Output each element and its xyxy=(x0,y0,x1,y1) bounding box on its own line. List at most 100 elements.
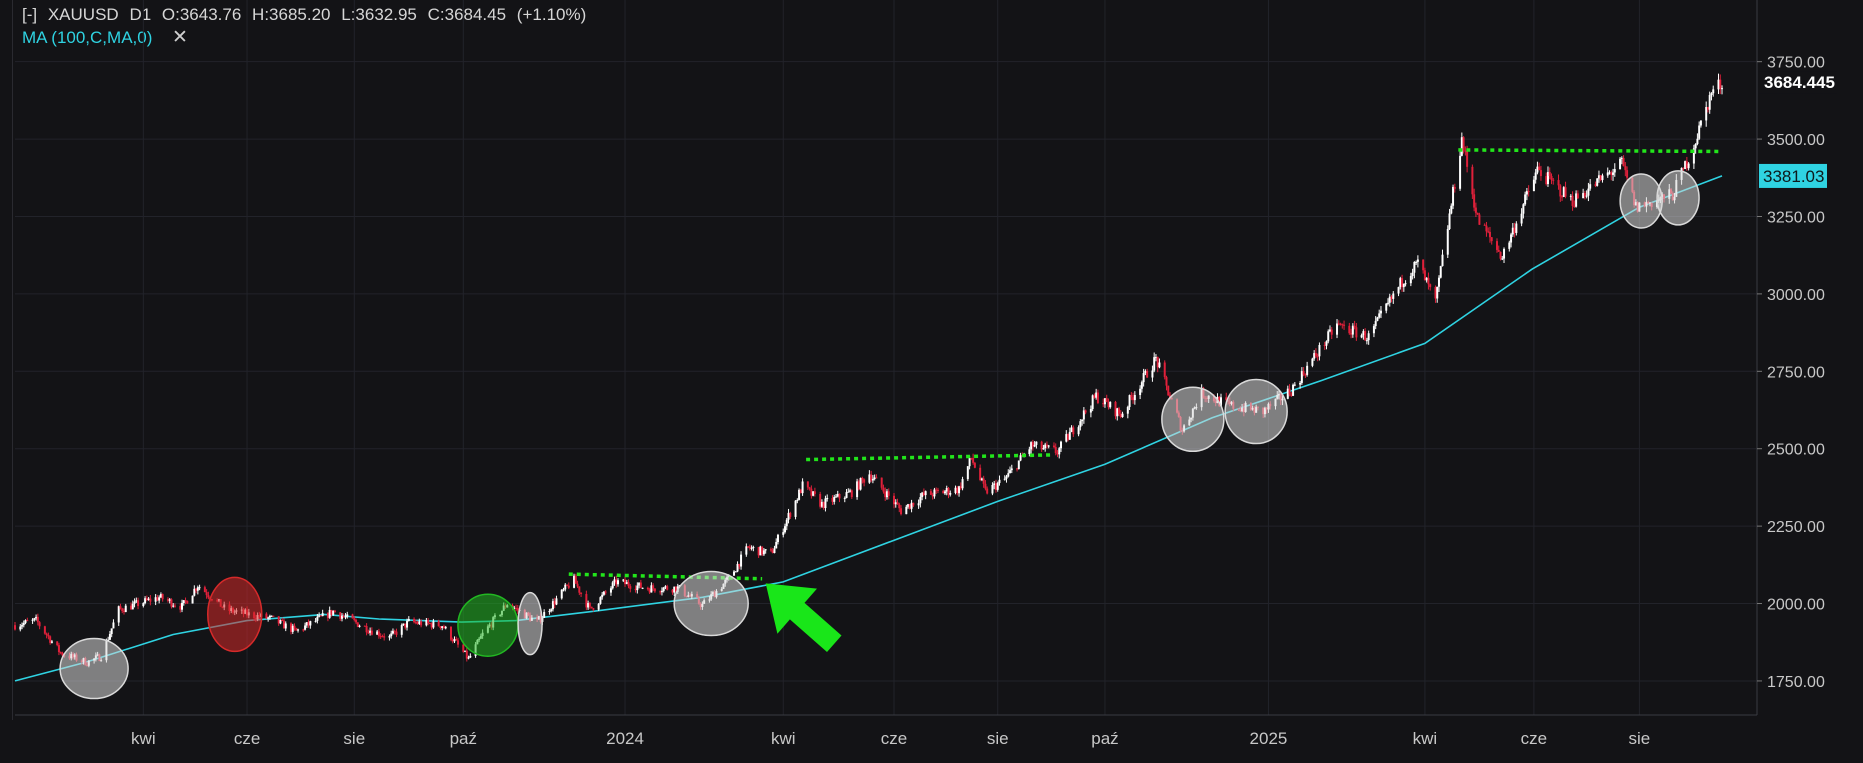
candle-body xyxy=(785,519,788,527)
x-tick-label: sie xyxy=(1629,729,1651,748)
candle-body xyxy=(295,628,298,631)
candle-body xyxy=(131,603,134,610)
candle-body xyxy=(1056,452,1059,455)
high-value: H:3685.20 xyxy=(252,5,331,24)
candle-body xyxy=(1040,441,1043,450)
candle-body xyxy=(1612,172,1615,175)
candle-body xyxy=(1068,431,1071,440)
candle-body xyxy=(1323,345,1326,347)
candle-body xyxy=(905,506,908,515)
candle-body xyxy=(145,598,148,601)
highlight-circle xyxy=(207,576,263,653)
candle-body xyxy=(1708,94,1711,110)
candle-body xyxy=(1133,395,1136,401)
candle-body xyxy=(14,625,16,630)
candle-body xyxy=(1044,444,1047,449)
candle-body xyxy=(391,630,394,634)
candle-body xyxy=(1520,213,1523,224)
candle-body xyxy=(986,488,989,494)
candle-body xyxy=(910,502,913,509)
candle-body xyxy=(1698,125,1701,139)
x-tick-label: cze xyxy=(881,729,907,748)
candle-body xyxy=(1534,172,1537,180)
candle-body xyxy=(1513,227,1516,233)
candle-body xyxy=(1474,207,1477,213)
y-tick-label: 2750.00 xyxy=(1767,364,1825,381)
candle-body xyxy=(564,584,567,590)
candle-body xyxy=(801,481,804,494)
candle-body xyxy=(144,598,147,604)
candle-body xyxy=(297,629,300,631)
candle-body xyxy=(959,486,962,489)
candle-body xyxy=(1692,148,1695,164)
candle-body xyxy=(1613,169,1616,173)
candle-body xyxy=(922,492,925,496)
candle-body xyxy=(850,490,853,498)
candle-body xyxy=(1587,188,1590,196)
candle-body xyxy=(1128,395,1131,408)
candle-body xyxy=(917,503,920,506)
candle-body xyxy=(413,618,416,623)
candle-body xyxy=(1378,313,1381,318)
candle-body xyxy=(1476,212,1479,215)
candle-body xyxy=(277,616,280,624)
candle-body xyxy=(1485,225,1488,232)
candle-body xyxy=(599,597,602,604)
candle-body xyxy=(1694,143,1697,149)
candle-body xyxy=(1030,442,1033,450)
candle-body xyxy=(1158,362,1161,368)
candle-body xyxy=(1569,195,1572,197)
x-tick-label: kwi xyxy=(771,729,796,748)
candle-body xyxy=(1399,278,1402,288)
candle-body xyxy=(1348,325,1351,334)
y-tick-label: 1750.00 xyxy=(1767,674,1825,691)
candle-body xyxy=(1448,213,1451,230)
candle-body xyxy=(813,491,816,494)
candle-body xyxy=(1548,172,1551,177)
candle-body xyxy=(428,623,431,625)
candle-body xyxy=(1343,324,1346,326)
candle-body xyxy=(1473,194,1476,208)
candle-body xyxy=(900,508,903,515)
candle-body xyxy=(1478,214,1481,225)
indicator-label[interactable]: MA (100,C,MA,0) xyxy=(22,28,153,47)
candle-body xyxy=(270,615,273,617)
candle-body xyxy=(342,615,345,617)
candle-body xyxy=(1300,371,1303,383)
collapse-toggle[interactable]: [-] xyxy=(22,5,38,24)
candle-body xyxy=(1126,407,1129,414)
candle-body xyxy=(820,501,823,507)
candle-body xyxy=(330,609,333,615)
candle-body xyxy=(1105,398,1108,403)
candle-body xyxy=(894,502,897,505)
close-x-icon[interactable]: ✕ xyxy=(172,27,188,48)
candle-body xyxy=(26,620,29,622)
candle-body xyxy=(588,603,591,607)
candle-body xyxy=(949,492,952,495)
candle-body xyxy=(622,579,625,581)
candle-body xyxy=(984,483,987,489)
candle-body xyxy=(1573,205,1576,207)
candle-body xyxy=(1350,333,1353,335)
candle-body xyxy=(319,615,322,617)
candle-body xyxy=(1439,266,1442,278)
candle-body xyxy=(671,589,674,593)
candle-body xyxy=(282,620,285,629)
candle-body xyxy=(1710,93,1713,95)
candle-body xyxy=(455,638,458,641)
last-price-label: 3684.445 xyxy=(1764,73,1835,92)
candle-body xyxy=(1550,176,1553,180)
ma-value-label: 3381.03 xyxy=(1763,167,1824,186)
candle-body xyxy=(747,546,750,548)
candle-body xyxy=(1084,410,1087,413)
candle-body xyxy=(50,641,53,643)
candle-body xyxy=(1163,362,1166,378)
candle-body xyxy=(318,615,321,617)
candle-body xyxy=(738,563,741,567)
candle-body xyxy=(1626,170,1629,178)
candle-body xyxy=(370,630,373,635)
candle-body xyxy=(383,636,386,638)
candle-body xyxy=(875,477,878,479)
candle-body xyxy=(1116,408,1119,417)
